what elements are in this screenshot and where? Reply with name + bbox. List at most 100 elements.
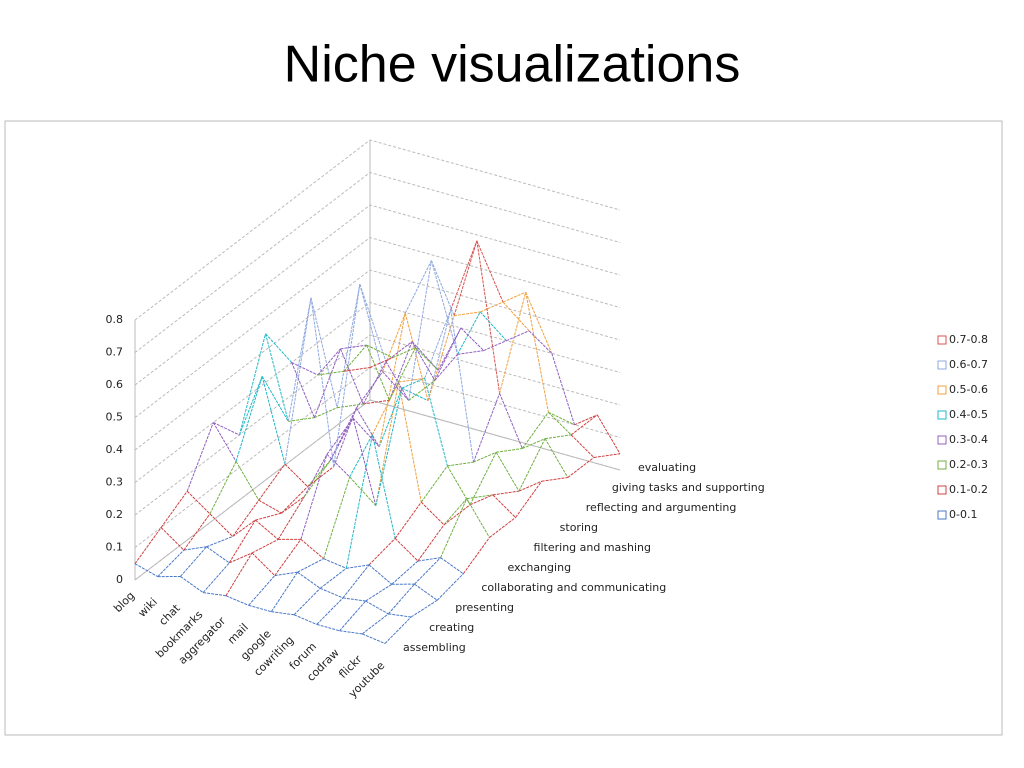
surface-segment [434, 353, 458, 381]
surface-segment [454, 311, 481, 317]
surface-segment [258, 499, 282, 514]
surface-segment [365, 583, 393, 602]
surface-segment [352, 417, 380, 448]
surface-segment [492, 494, 516, 518]
surface-segment [414, 557, 441, 585]
surface-segment [362, 361, 387, 405]
depth-tick-label: creating [429, 621, 474, 634]
surface-segment [440, 557, 464, 575]
surface-segment [368, 538, 396, 566]
surface-segment [206, 546, 230, 564]
surface-segment [499, 393, 523, 449]
surface-segment [356, 371, 383, 409]
surface-segment [238, 333, 267, 436]
surface-segment [417, 524, 445, 562]
surface-segment [310, 297, 335, 467]
surface-segment [160, 490, 188, 528]
depth-tick-label: presenting [455, 601, 514, 614]
surface-segment [265, 333, 293, 363]
surface-segment [408, 260, 432, 401]
surface-segment [313, 348, 341, 418]
surface-segment [180, 576, 204, 593]
surface-segment [284, 297, 312, 465]
surface-segment [228, 519, 256, 564]
surface-segment [366, 344, 393, 359]
surface-segment [378, 388, 403, 447]
legend-swatch [937, 485, 947, 495]
surface-segment [337, 403, 364, 409]
surface-segment [258, 463, 286, 501]
legend-swatch [937, 460, 947, 470]
surface-segment [213, 422, 240, 436]
surface-segment [293, 587, 321, 616]
depth-tick-label: filtering and mashing [534, 541, 651, 554]
surface-segment [225, 595, 249, 606]
surface-segment [401, 387, 429, 402]
surface-segment [297, 558, 324, 573]
surface-segment [134, 527, 162, 565]
legend-label: 0.2-0.3 [949, 458, 988, 471]
surface-segment [394, 538, 419, 562]
surface-segment [378, 312, 406, 447]
z-tick-label: 0.7 [106, 346, 124, 359]
surface-segment [248, 575, 276, 606]
surface-segment [521, 411, 549, 449]
surface-segment [349, 434, 373, 478]
surface-segment [518, 480, 542, 492]
surface-segment [293, 614, 318, 625]
surface-segment [359, 283, 384, 372]
surface-segment [238, 376, 263, 436]
surface-segment [317, 370, 344, 376]
surface-segment [339, 600, 367, 632]
surface-segment [251, 539, 279, 554]
legend-swatch [937, 410, 947, 420]
surface-segment [476, 240, 501, 394]
surface-segment [316, 597, 344, 625]
surface-segment [300, 538, 324, 560]
surface-segment [440, 498, 468, 558]
surface-segment [525, 291, 553, 354]
surface-segment [183, 513, 211, 551]
surface-segment [411, 341, 436, 381]
depth-tick-label: evaluating [638, 461, 696, 474]
surface-segment [469, 452, 497, 505]
surface-segment [450, 309, 474, 463]
surface-segment [340, 344, 367, 350]
surface-segment [427, 315, 455, 401]
surface-segment [255, 512, 282, 521]
surface-segment [382, 371, 410, 401]
legend-label: 0.5-0.6 [949, 383, 988, 396]
depth-tick-label: assembling [403, 641, 466, 654]
surface-segment [541, 477, 568, 482]
surface-segment [281, 486, 308, 514]
surface-segment [548, 411, 575, 426]
surface-segment [398, 381, 422, 503]
surface-segment [232, 519, 256, 537]
z-tick-label: 0.4 [106, 443, 124, 456]
surface-segment [281, 496, 305, 514]
surface-segment [209, 461, 237, 515]
surface-segment [261, 376, 289, 422]
surface-segment [277, 496, 305, 540]
surface-segment [480, 301, 504, 313]
surface-segment [476, 240, 504, 303]
depth-tick-label: exchanging [507, 561, 571, 574]
surface-segment [225, 552, 253, 596]
surface-segment [430, 260, 455, 316]
legend-label: 0.1-0.2 [949, 483, 988, 496]
surface-segment [453, 240, 478, 316]
surface-segment [391, 560, 419, 585]
surface-segment [483, 340, 507, 352]
surface-segment [343, 344, 367, 372]
legend-label: 0.4-0.5 [949, 408, 988, 421]
legend-label: 0.3-0.4 [949, 433, 988, 446]
surface-segment [447, 461, 474, 467]
surface-segment [134, 563, 158, 578]
surface-segment [457, 311, 481, 355]
surface-segment [297, 571, 321, 589]
surface-segment [518, 438, 546, 492]
surface-segment [404, 312, 429, 401]
legend-swatch [937, 435, 947, 445]
